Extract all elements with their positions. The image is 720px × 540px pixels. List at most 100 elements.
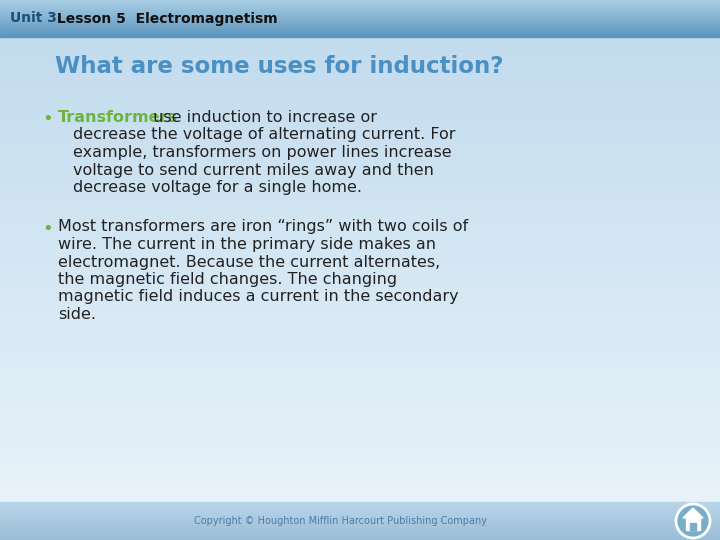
Bar (0, 192, 720, 193)
Bar (0, 55, 720, 56)
Bar (0, 294, 720, 295)
Bar (0, 418, 720, 419)
Bar (0, 78, 720, 79)
Bar (0, 441, 720, 442)
Bar (0, 431, 720, 432)
Bar (0, 303, 720, 304)
Bar (0, 248, 720, 249)
Text: the magnetic field changes. The changing: the magnetic field changes. The changing (58, 272, 397, 287)
Bar (0, 19, 720, 20)
Bar (0, 118, 720, 119)
Bar (0, 415, 720, 416)
Bar (0, 506, 720, 507)
Bar (0, 131, 720, 132)
Bar (0, 389, 720, 390)
Bar (0, 85, 720, 86)
Bar (0, 516, 720, 517)
Bar (0, 360, 720, 361)
Bar (0, 321, 720, 322)
Bar (0, 361, 720, 362)
Bar (0, 206, 720, 207)
Bar (0, 152, 720, 153)
Bar (0, 203, 720, 204)
Bar (0, 508, 720, 509)
Bar (0, 536, 720, 537)
Bar (0, 460, 720, 461)
Bar (0, 92, 720, 93)
Bar (0, 30, 720, 31)
Bar (0, 469, 720, 470)
Bar (0, 219, 720, 220)
Bar (0, 387, 720, 388)
Bar (0, 41, 720, 42)
Bar (0, 280, 720, 281)
Bar (0, 304, 720, 305)
Bar (0, 477, 720, 478)
Bar (0, 495, 720, 496)
Bar (0, 407, 720, 408)
Bar (0, 151, 720, 152)
Bar (0, 313, 720, 314)
Bar (0, 445, 720, 446)
Bar (0, 29, 720, 30)
Bar (0, 520, 720, 521)
Bar (0, 26, 720, 27)
Text: voltage to send current miles away and then: voltage to send current miles away and t… (73, 163, 434, 178)
Bar (0, 165, 720, 166)
Bar (0, 488, 720, 489)
Bar (0, 512, 720, 513)
Text: •: • (42, 219, 53, 238)
Text: example, transformers on power lines increase: example, transformers on power lines inc… (73, 145, 451, 160)
Bar (0, 425, 720, 426)
Bar (0, 362, 720, 363)
Bar (0, 220, 720, 221)
Bar (0, 384, 720, 385)
Bar (0, 281, 720, 282)
Bar (0, 240, 720, 241)
Bar (0, 348, 720, 349)
Bar (0, 56, 720, 57)
Bar (0, 61, 720, 62)
Bar (0, 182, 720, 183)
Bar (0, 153, 720, 154)
Bar (0, 403, 720, 404)
Bar (0, 371, 720, 372)
Bar (0, 20, 720, 21)
Bar (0, 273, 720, 274)
Bar (0, 279, 720, 280)
Bar (0, 324, 720, 325)
Bar (0, 230, 720, 231)
Bar (0, 10, 720, 11)
Bar (0, 234, 720, 235)
Bar (0, 267, 720, 268)
Bar (0, 464, 720, 465)
Bar (0, 377, 720, 378)
Bar (0, 311, 720, 312)
Bar (0, 318, 720, 319)
Bar (0, 365, 720, 366)
Text: electromagnet. Because the current alternates,: electromagnet. Because the current alter… (58, 254, 440, 269)
Bar (0, 146, 720, 147)
Bar (0, 450, 720, 451)
Bar (0, 497, 720, 498)
Bar (0, 116, 720, 117)
Bar (0, 378, 720, 379)
Bar (0, 291, 720, 292)
Bar (0, 447, 720, 448)
Bar (0, 269, 720, 270)
Bar (0, 438, 720, 439)
Bar (0, 194, 720, 195)
Bar (0, 89, 720, 90)
Bar (0, 109, 720, 110)
Bar (0, 537, 720, 538)
Bar (0, 70, 720, 71)
Bar (0, 246, 720, 247)
Bar (0, 369, 720, 370)
Bar (0, 458, 720, 459)
Bar (0, 408, 720, 409)
Bar (0, 288, 720, 289)
Bar (0, 54, 720, 55)
Bar (0, 261, 720, 262)
Bar (0, 388, 720, 389)
Bar (0, 394, 720, 395)
